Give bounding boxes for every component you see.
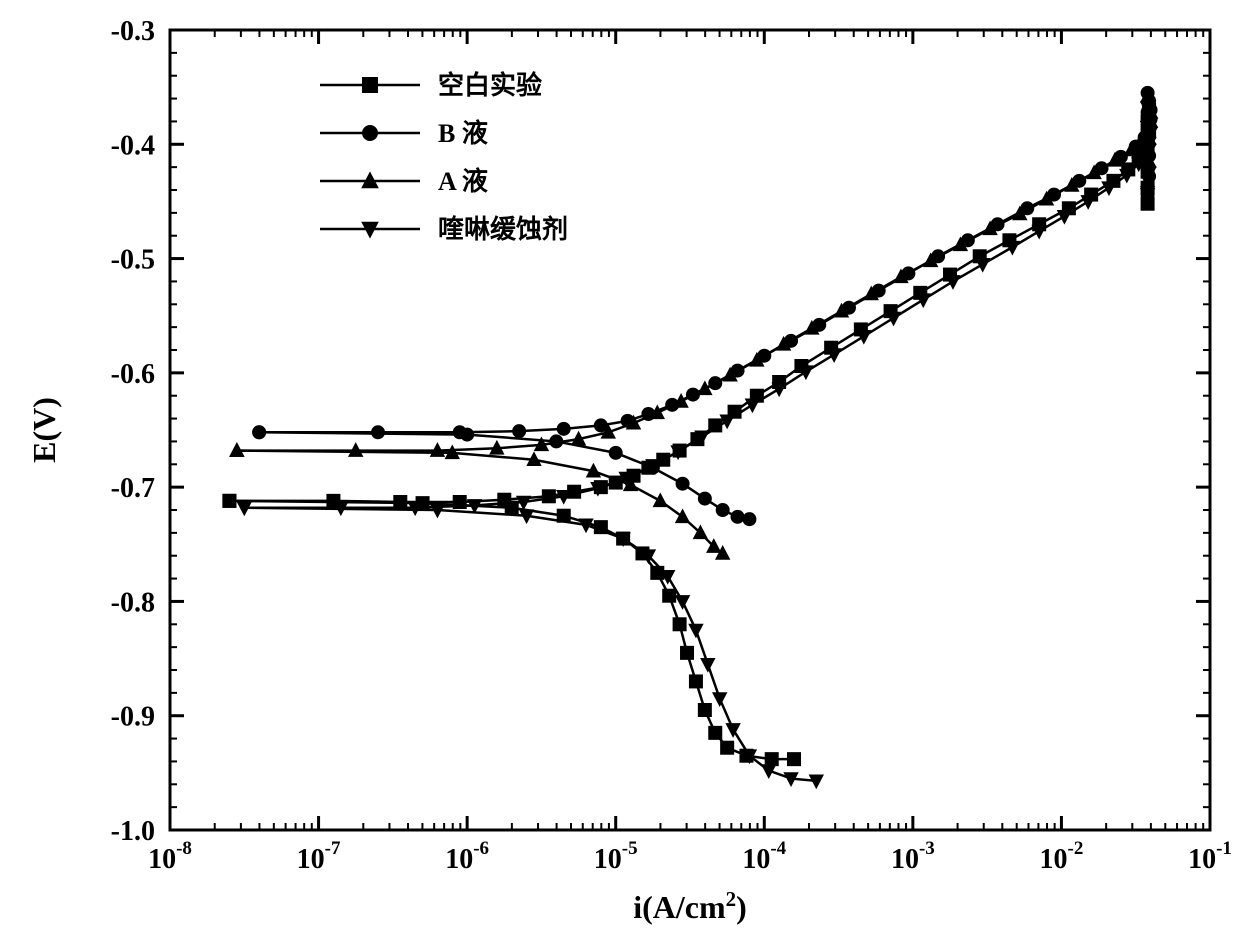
svg-text:-0.6: -0.6	[111, 359, 155, 390]
svg-text:-0.8: -0.8	[111, 587, 155, 618]
legend-label: A 液	[438, 167, 488, 196]
svg-text:-0.4: -0.4	[111, 130, 155, 161]
svg-text:-0.5: -0.5	[111, 245, 155, 276]
svg-text:-0.9: -0.9	[111, 702, 155, 733]
svg-text:E(V): E(V)	[26, 397, 62, 463]
svg-text:10-4: 10-4	[742, 838, 786, 875]
svg-text:-1.0: -1.0	[111, 816, 155, 847]
svg-text:10-1: 10-1	[1188, 838, 1232, 875]
svg-text:10-8: 10-8	[148, 838, 192, 875]
svg-text:10-6: 10-6	[445, 838, 489, 875]
svg-text:10-7: 10-7	[297, 838, 341, 875]
svg-text:10-5: 10-5	[594, 838, 638, 875]
svg-text:-0.3: -0.3	[111, 16, 155, 47]
legend-label: 空白实验	[438, 70, 542, 100]
chart-svg: -1.0 -0.9 -0.8 -0.7 -0.6 -0.5 -0.4 -0.3 10-8 10-7…	[0, 0, 1240, 940]
svg-text:-0.7: -0.7	[111, 473, 155, 504]
svg-text:10-2: 10-2	[1040, 838, 1084, 875]
svg-text:i(A/cm2): i(A/cm2)	[633, 887, 747, 925]
legend-label: B 液	[438, 119, 488, 148]
tafel-plot: -1.0 -0.9 -0.8 -0.7 -0.6 -0.5 -0.4 -0.3 10-8 10-7…	[0, 0, 1240, 940]
legend-label: 喹啉缓蚀剂	[438, 214, 568, 244]
svg-text:10-3: 10-3	[891, 838, 935, 875]
